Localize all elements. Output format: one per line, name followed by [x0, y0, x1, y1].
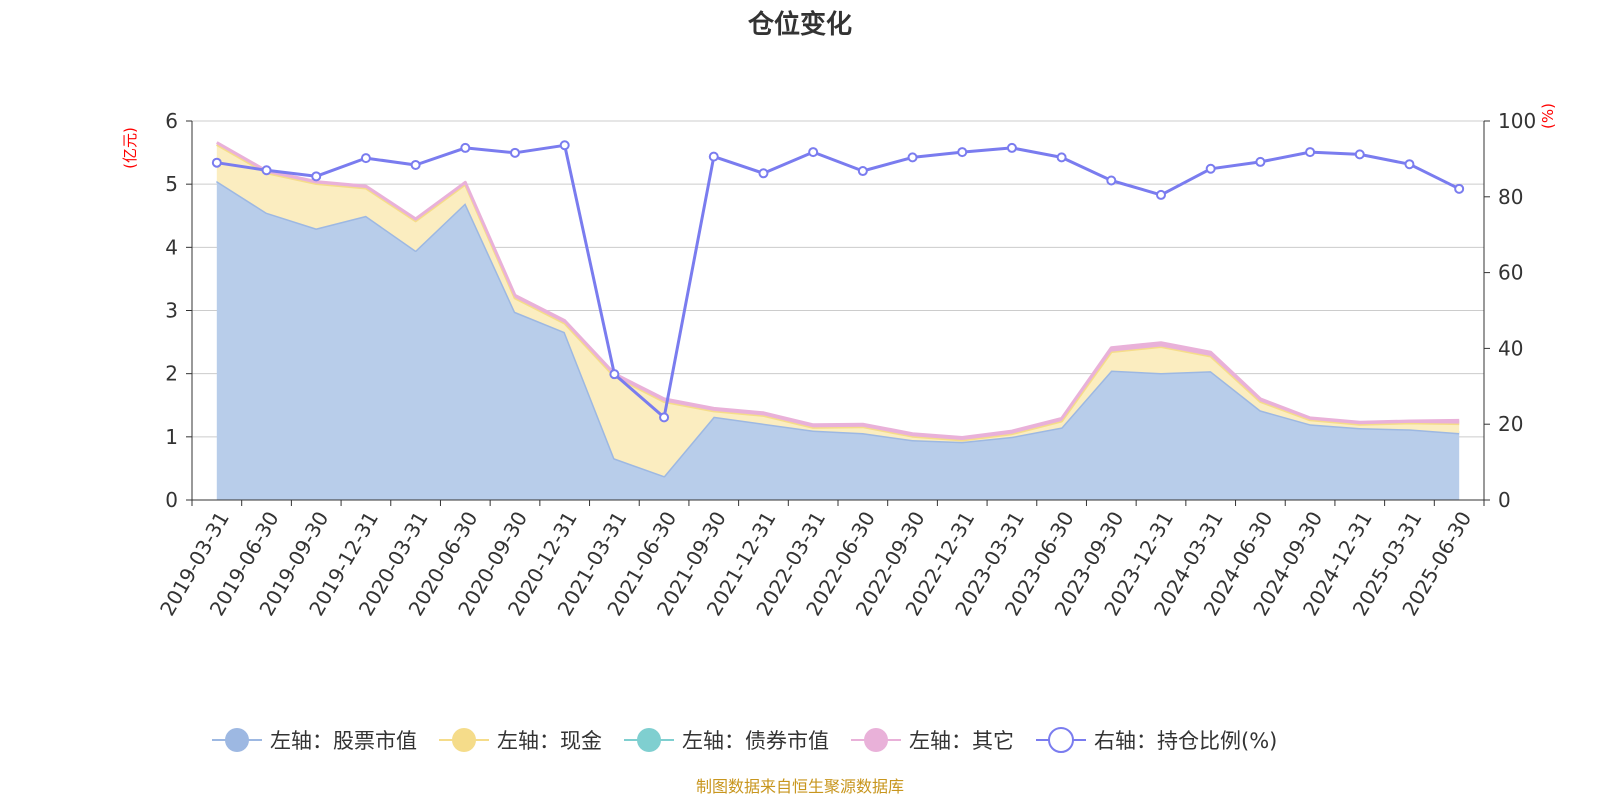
left-axis-tick-label: 2 — [165, 362, 178, 386]
left-axis-tick-label: 4 — [165, 235, 178, 259]
ratio-point — [659, 412, 670, 423]
ratio-point — [1006, 142, 1017, 153]
ratio-point — [1404, 159, 1415, 170]
ratio-point — [609, 369, 620, 380]
legend-item: 左轴：现金 — [439, 728, 602, 753]
right-axis-tick-label: 20 — [1498, 412, 1523, 436]
ratio-point — [1056, 152, 1067, 163]
legend-marker — [637, 728, 661, 752]
legend-label: 左轴：债券市值 — [682, 729, 829, 753]
ratio-point — [1454, 183, 1465, 194]
left-axis-tick-label: 3 — [165, 299, 178, 323]
right-axis-tick-label: 0 — [1498, 488, 1511, 512]
ratio-point — [211, 157, 222, 168]
right-axis-tick-label: 60 — [1498, 261, 1523, 285]
legend-item: 左轴：股票市值 — [212, 728, 417, 753]
ratio-point — [1156, 189, 1166, 200]
legend-marker — [864, 728, 888, 752]
legend-marker — [225, 728, 249, 752]
left-axis-tick-label: 6 — [165, 109, 178, 133]
ratio-point — [758, 168, 769, 179]
ratio-point — [311, 171, 322, 182]
legend-item: 左轴：债券市值 — [624, 728, 829, 753]
legend-label: 左轴：现金 — [497, 729, 602, 753]
legend-label: 左轴：其它 — [909, 729, 1014, 753]
ratio-point — [1106, 175, 1117, 186]
legend-label: 右轴：持仓比例(%) — [1094, 729, 1277, 753]
left-axis-tick-label: 0 — [165, 488, 178, 512]
ratio-point — [360, 153, 371, 164]
ratio-point — [1354, 149, 1365, 160]
stacked-areas — [215, 141, 1460, 500]
ratio-point — [410, 159, 421, 170]
ratio-point — [559, 140, 570, 151]
ratio-point — [510, 147, 520, 158]
ratio-point — [708, 151, 719, 162]
right-axis-tick-label: 100 — [1498, 109, 1536, 133]
other-line — [216, 141, 1460, 439]
ratio-series — [211, 140, 1465, 423]
ratio-point — [1205, 163, 1216, 174]
ratio-point — [808, 147, 819, 158]
legend-label: 左轴：股票市值 — [270, 729, 417, 753]
ratio-point — [460, 142, 471, 153]
ratio-line — [216, 143, 1460, 419]
ratio-point — [857, 166, 868, 177]
left-axis-tick-label: 1 — [165, 425, 178, 449]
ratio-point — [907, 152, 918, 163]
right-axis-unit: (%) — [1539, 103, 1557, 129]
right-axis-tick-label: 40 — [1498, 336, 1523, 360]
ratio-point — [957, 147, 968, 158]
source-note: 制图数据来自恒生聚源数据库 — [696, 777, 904, 796]
ratio-point — [261, 165, 272, 176]
legend: 左轴：股票市值 左轴：现金 左轴：债券市值 左轴：其它 右轴：持仓比例(%) — [212, 727, 1277, 753]
legend-marker — [1048, 727, 1074, 753]
right-axis-tick-label: 80 — [1498, 185, 1523, 209]
legend-item: 左轴：其它 — [851, 728, 1014, 753]
stock-area — [216, 181, 1460, 500]
left-axis-tick-label: 5 — [165, 172, 178, 196]
ratio-point — [1305, 147, 1316, 158]
chart-title: 仓位变化 — [747, 9, 852, 40]
legend-item: 右轴：持仓比例(%) — [1036, 727, 1277, 753]
ratio-point — [1255, 156, 1266, 167]
legend-marker — [452, 728, 476, 752]
left-axis-unit: (亿元) — [121, 127, 139, 169]
